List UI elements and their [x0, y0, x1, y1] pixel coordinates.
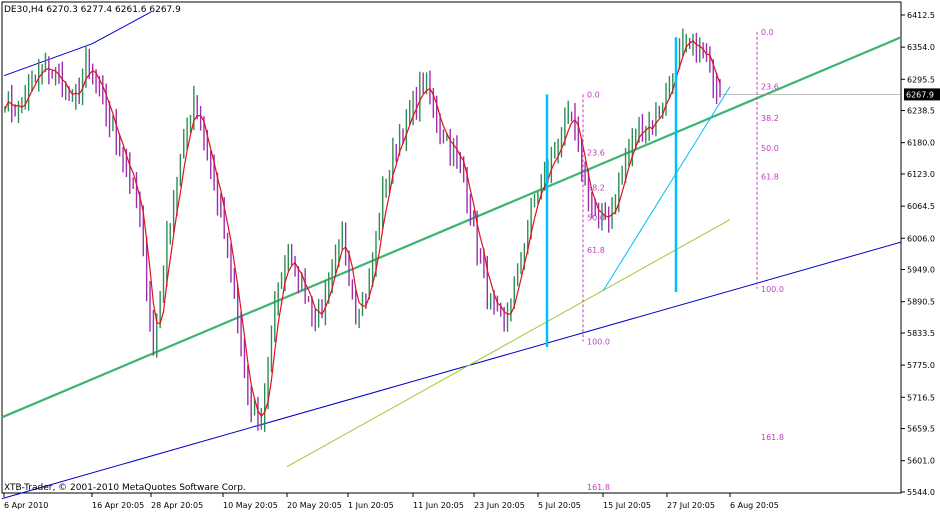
chart-header: DE30,H4 6270.3 6277.4 6261.6 6267.9 — [4, 5, 181, 15]
y-tick-label: 5601.0 — [907, 457, 935, 466]
y-tick-label: 6064.5 — [907, 202, 935, 211]
moving-average-line — [4, 40, 721, 418]
x-tick-label: 23 Jun 20:05 — [474, 501, 525, 510]
trend-line-upper-channel — [3, 43, 93, 77]
y-tick-label: 6354.0 — [907, 43, 935, 52]
y-tick-label: 6238.5 — [907, 107, 935, 116]
y-tick-label: 6180.0 — [907, 139, 935, 148]
fibo-level-label: 50.0 — [587, 213, 605, 222]
y-tick-label: 6412.5 — [907, 11, 935, 20]
trend-line-support-line — [286, 219, 731, 468]
plot-frame — [1, 1, 902, 494]
trend-line-upper-channel-ext — [91, 11, 152, 45]
current-price-label: 6267.9 — [906, 90, 934, 99]
x-tick-label: 6 Aug 20:05 — [730, 501, 779, 510]
x-tick-label: 27 Jul 20:05 — [667, 501, 715, 510]
x-tick-label: 6 Apr 2010 — [4, 501, 48, 510]
y-tick-label: 5775.0 — [907, 361, 935, 370]
fibo-level-label: 50.0 — [761, 144, 779, 153]
fibo-level-label: 23.6 — [587, 149, 605, 158]
x-tick-label: 10 May 20:05 — [223, 501, 278, 510]
y-tick-label: 6123.0 — [907, 170, 935, 179]
y-tick-label: 5659.5 — [907, 425, 935, 434]
symbol-timeframe: DE30,H4 — [4, 5, 44, 15]
x-tick-label: 5 Jul 20:05 — [538, 501, 581, 510]
fibo-level-label: 61.8 — [587, 246, 605, 255]
copyright-notice: XTB-Trader, © 2001-2010 MetaQuotes Softw… — [4, 483, 246, 493]
ohlc-values: 6270.3 6277.4 6261.6 6267.9 — [46, 5, 181, 15]
trend-line-short-trend — [602, 86, 731, 292]
y-tick-label: 6295.5 — [907, 75, 935, 84]
fibo-level-label: 0.0 — [587, 90, 600, 99]
fibo-level-label: 61.8 — [761, 173, 779, 182]
x-tick-label: 15 Jul 20:05 — [603, 501, 651, 510]
x-tick-label: 1 Jun 20:05 — [348, 501, 394, 510]
y-tick-label: 6006.0 — [907, 234, 935, 243]
fibo-level-label: 161.8 — [761, 433, 784, 442]
fibo-level-label: 100.0 — [761, 285, 784, 294]
x-tick-label: 16 Apr 20:05 — [92, 501, 144, 510]
trend-line-lower-channel — [1, 241, 902, 500]
x-tick-label: 28 Apr 20:05 — [151, 501, 203, 510]
y-tick-label: 5716.5 — [907, 393, 935, 402]
x-tick-label: 20 May 20:05 — [287, 501, 342, 510]
fibo-level-label: 100.0 — [587, 338, 610, 347]
y-tick-label: 5949.0 — [907, 266, 935, 275]
fibo-level-label: 23.6 — [761, 83, 779, 92]
y-tick-label: 5544.0 — [907, 488, 935, 497]
fibo-level-label: 0.0 — [761, 28, 774, 37]
fibo-level-label: 38.2 — [587, 184, 605, 193]
current-price-tag — [904, 88, 940, 101]
y-tick-label: 5833.5 — [907, 329, 935, 338]
y-tick-label: 5890.5 — [907, 298, 935, 307]
fibo-level-label: 38.2 — [761, 114, 779, 123]
trend-line-middle-channel — [1, 36, 902, 419]
x-tick-label: 11 Jun 20:05 — [413, 501, 464, 510]
fibo-level-label: 161.8 — [587, 483, 610, 492]
